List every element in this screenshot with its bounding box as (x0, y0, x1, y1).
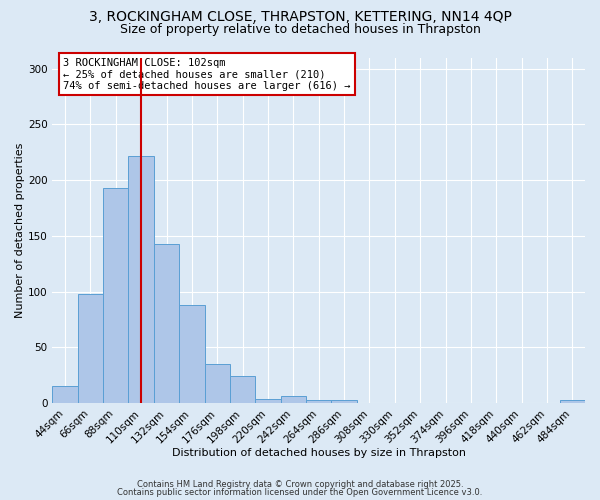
Text: Contains HM Land Registry data © Crown copyright and database right 2025.: Contains HM Land Registry data © Crown c… (137, 480, 463, 489)
Bar (128, 156, 154, 403)
Bar (154, 244, 179, 403)
Text: Size of property relative to detached houses in Thrapston: Size of property relative to detached ho… (119, 22, 481, 36)
X-axis label: Distribution of detached houses by size in Thrapston: Distribution of detached houses by size … (172, 448, 466, 458)
Bar (255, 398, 281, 403)
Bar (52, 386, 78, 403)
Text: 3, ROCKINGHAM CLOSE, THRAPSTON, KETTERING, NN14 4QP: 3, ROCKINGHAM CLOSE, THRAPSTON, KETTERIN… (89, 10, 511, 24)
Bar (560, 400, 585, 403)
Text: 3 ROCKINGHAM CLOSE: 102sqm
← 25% of detached houses are smaller (210)
74% of sem: 3 ROCKINGHAM CLOSE: 102sqm ← 25% of deta… (63, 58, 350, 90)
Bar (306, 400, 331, 403)
Bar (78, 294, 103, 403)
Bar (103, 188, 128, 403)
Y-axis label: Number of detached properties: Number of detached properties (15, 142, 25, 318)
Bar (205, 364, 230, 403)
Bar (230, 376, 255, 403)
Bar (331, 400, 357, 403)
Text: Contains public sector information licensed under the Open Government Licence v3: Contains public sector information licen… (118, 488, 482, 497)
Bar (179, 305, 205, 403)
Bar (281, 396, 306, 403)
